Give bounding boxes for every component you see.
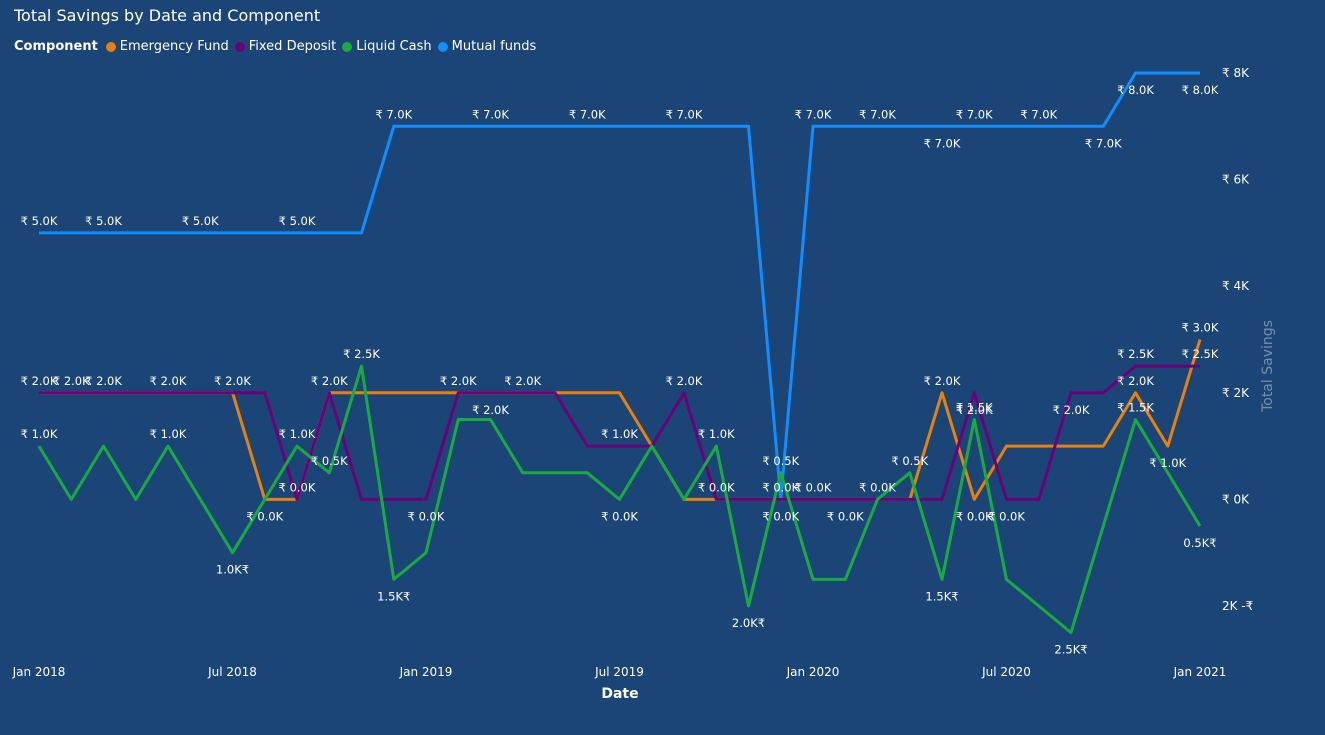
data-label: ₹ 1.0K (150, 427, 187, 441)
data-label: ₹ 2.5K (1117, 347, 1154, 361)
data-label: ₹ 5.0K (21, 214, 58, 228)
series-line-emergency-fund (39, 339, 1202, 501)
data-label: ₹ 0.0K (408, 509, 445, 523)
data-label: ₹ 7.0K (1085, 136, 1122, 150)
legend: Component Emergency Fund Fixed Deposit L… (14, 39, 542, 54)
y-axis-title: Total Savings (1260, 320, 1276, 413)
data-label: ₹ 2.0K (214, 374, 251, 388)
data-label: ₹ 0.0K (246, 509, 283, 523)
data-label: ₹ 2.0K (956, 403, 993, 417)
data-label: ₹ 2.0K (504, 374, 541, 388)
x-tick-label: Jul 2018 (207, 665, 257, 679)
data-label: ₹ 7.0K (924, 136, 961, 150)
data-label: ₹ 0.0K (762, 509, 799, 523)
data-label: ₹ 0.0K (279, 480, 316, 494)
legend-dot (342, 41, 353, 52)
data-label: ₹ 2.0K (53, 374, 90, 388)
y-tick-label: ₹ 8K (1222, 66, 1250, 80)
data-label: ₹ 2.5K (343, 347, 380, 361)
data-label: ₹ 1.0K (21, 427, 58, 441)
data-label: ₹ 2.0K (1053, 403, 1090, 417)
data-label: ₹ 8.0K (1117, 83, 1154, 97)
data-label: ₹ 1.0K (698, 427, 735, 441)
data-label: ₹ 1.5K (1117, 400, 1154, 414)
legend-item-fixed-deposit[interactable]: Fixed Deposit (234, 39, 337, 54)
y-tick-label: ₹ 2K (1222, 386, 1250, 400)
data-label: ₹ 2.5K (1182, 347, 1219, 361)
data-label: ₹ 7.0K (472, 107, 509, 121)
data-label: ₹ 5.0K (182, 214, 219, 228)
legend-dot (437, 41, 448, 52)
data-label: ₹ 7.0K (1020, 107, 1057, 121)
data-label: ₹ 0.0K (859, 480, 896, 494)
data-label: ₹ 1.0K (1149, 456, 1186, 470)
y-tick-label: ₹ 0K (1222, 492, 1250, 506)
data-label: ₹ 2.0K (311, 374, 348, 388)
data-label: ₹ 0.5K (311, 454, 348, 468)
x-tick-label: Jan 2021 (1173, 665, 1227, 679)
x-tick-label: Jul 2019 (594, 665, 644, 679)
legend-label: Emergency Fund (119, 39, 229, 54)
data-label: ₹ 7.0K (956, 107, 993, 121)
legend-dot (234, 41, 245, 52)
data-label: ₹ 2.0K (150, 374, 187, 388)
data-label: ₹ 1.5K (956, 400, 993, 414)
data-label: ₹ 0.5K (891, 454, 928, 468)
data-label: 2.5K₹ (1054, 643, 1087, 657)
data-label: ₹ 8.0K (1182, 83, 1219, 97)
legend-dot (105, 41, 116, 52)
series-line-liquid-cash (37, 364, 1202, 635)
y-tick-label: ₹ 4K (1222, 279, 1250, 293)
data-label: ₹ 2.0K (924, 374, 961, 388)
data-label: ₹ 7.0K (375, 107, 412, 121)
data-label: ₹ 7.0K (569, 107, 606, 121)
legend-label: Mutual funds (451, 39, 537, 54)
x-tick-label: Jan 2018 (12, 665, 66, 679)
data-label: ₹ 0.0K (762, 480, 799, 494)
data-label: ₹ 1.0K (279, 427, 316, 441)
legend-label: Fixed Deposit (248, 39, 337, 54)
legend-item-liquid-cash[interactable]: Liquid Cash (342, 39, 432, 54)
data-label: ₹ 2.0K (666, 374, 703, 388)
series-line-fixed-deposit (39, 364, 1200, 501)
data-label: ₹ 0.0K (956, 509, 993, 523)
data-label: ₹ 1.0K (601, 427, 638, 441)
data-label: 1.0K₹ (216, 563, 249, 577)
data-label: ₹ 2.0K (440, 374, 477, 388)
data-label: ₹ 0.0K (795, 480, 832, 494)
x-tick-label: Jan 2020 (786, 665, 840, 679)
legend-label: Liquid Cash (356, 39, 432, 54)
data-label: ₹ 2.0K (21, 374, 58, 388)
x-tick-label: Jan 2019 (399, 665, 453, 679)
data-label: 2.0K₹ (732, 616, 765, 630)
data-label: ₹ 0.0K (601, 509, 638, 523)
x-axis-title: Date (601, 686, 638, 702)
data-label: ₹ 5.0K (279, 214, 316, 228)
legend-title: Component (14, 39, 98, 54)
legend-item-mutual-funds[interactable]: Mutual funds (437, 39, 537, 54)
data-label: ₹ 0.0K (827, 509, 864, 523)
data-label: ₹ 7.0K (795, 107, 832, 121)
data-label: ₹ 2.0K (1117, 374, 1154, 388)
legend-item-emergency-fund[interactable]: Emergency Fund (105, 39, 229, 54)
data-label: ₹ 3.0K (1182, 321, 1219, 335)
data-label: ₹ 2.0K (472, 403, 509, 417)
data-label: 1.5K₹ (925, 589, 958, 603)
data-label: ₹ 5.0K (85, 214, 122, 228)
data-label: ₹ 7.0K (666, 107, 703, 121)
data-label: 1.5K₹ (377, 589, 410, 603)
data-label: ₹ 0.0K (988, 509, 1025, 523)
y-tick-label: 2K -₹ (1222, 599, 1254, 613)
series-line-mutual-funds (39, 71, 1200, 501)
data-label: 0.5K₹ (1183, 536, 1216, 550)
data-label: ₹ 0.5K (762, 454, 799, 468)
data-label: ₹ 2.0K (85, 374, 122, 388)
y-tick-label: ₹ 6K (1222, 173, 1250, 187)
data-label: ₹ 7.0K (859, 107, 896, 121)
chart-title: Total Savings by Date and Component (14, 6, 321, 25)
data-label: ₹ 0.0K (698, 480, 735, 494)
x-tick-label: Jul 2020 (981, 665, 1031, 679)
